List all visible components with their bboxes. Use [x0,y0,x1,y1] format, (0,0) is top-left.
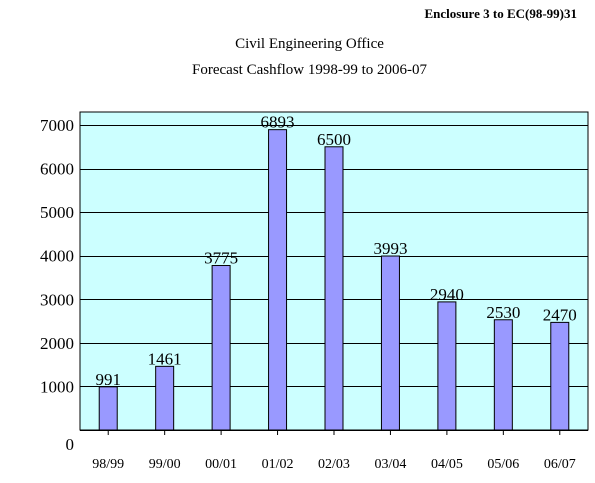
y-tick-label: 7000 [40,116,74,135]
x-tick-label: 05/06 [487,457,519,472]
bar [550,321,570,431]
y-tick-label: 6000 [40,160,74,179]
y-tick-label: 5000 [40,203,74,222]
bar [437,301,457,431]
enclosure-reference: Enclosure 3 to EC(98-99)31 [424,6,577,21]
y-tick-label: 3000 [40,290,74,309]
bar [493,319,513,431]
chart-subtitle: Forecast Cashflow 1998-99 to 2006-07 [192,62,427,78]
x-tick-label: 01/02 [262,457,294,472]
bar [380,255,400,431]
bar [98,386,118,431]
y-tick-label: 4000 [40,247,74,266]
x-tick-label: 98/99 [92,457,124,472]
y-tick-label: 1000 [40,377,74,396]
x-tick-label: 02/03 [318,457,350,472]
data-label: 2470 [543,305,577,324]
data-label: 3775 [204,249,238,268]
y-tick-label: 0 [66,435,75,454]
data-label: 1461 [148,349,182,368]
x-tick-label: 99/00 [149,457,181,472]
data-label: 6893 [261,113,295,132]
bar [268,129,288,431]
x-tick-label: 04/05 [431,457,463,472]
data-label: 6500 [317,130,351,149]
x-tick-label: 06/07 [544,457,576,472]
data-label: 3993 [373,239,407,258]
bar [155,365,175,431]
x-tick-label: 00/01 [205,457,237,472]
data-label: 991 [95,370,121,389]
y-tick-label: 2000 [40,334,74,353]
data-label: 2530 [486,303,520,322]
data-label: 2940 [430,285,464,304]
chart-title: Civil Engineering Office [235,36,384,52]
bar [211,265,231,431]
x-tick-label: 03/04 [374,457,406,472]
bar [324,146,344,431]
